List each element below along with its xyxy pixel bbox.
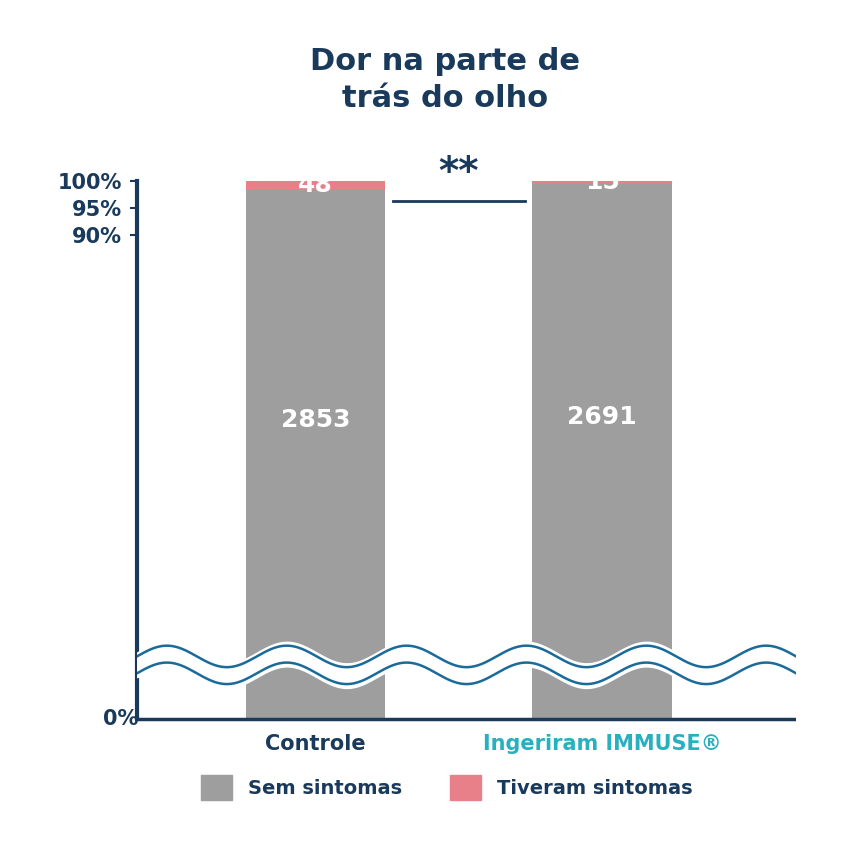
Text: **: ** (438, 154, 479, 192)
Bar (246, 181, 385, 190)
Text: 2691: 2691 (568, 405, 637, 429)
Bar (246, 190, 385, 719)
Legend: Sem sintomas, Tiveram sintomas: Sem sintomas, Tiveram sintomas (191, 765, 702, 810)
Text: Controle: Controle (265, 734, 366, 754)
Text: 48: 48 (298, 173, 333, 197)
Text: 15: 15 (585, 170, 620, 194)
Text: Dor na parte de
trás do olho: Dor na parte de trás do olho (310, 47, 580, 113)
Text: 2853: 2853 (281, 408, 350, 432)
Bar (532, 181, 672, 184)
Text: Ingeriram IMMUSE®: Ingeriram IMMUSE® (483, 734, 722, 754)
Text: 0%: 0% (103, 709, 139, 728)
Bar (532, 184, 672, 719)
